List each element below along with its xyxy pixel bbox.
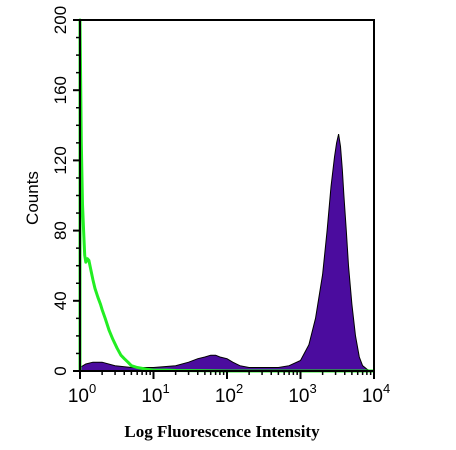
x-tick-label: 104 xyxy=(362,381,390,407)
y-tick-label: 0 xyxy=(51,366,70,375)
y-tick-label: 80 xyxy=(51,221,70,240)
x-tick-label: 102 xyxy=(215,381,243,407)
y-tick-label: 40 xyxy=(51,291,70,310)
x-axis-label: Log Fluorescence Intensity xyxy=(124,422,320,441)
y-tick-label: 200 xyxy=(51,6,70,34)
x-tick-label: 100 xyxy=(68,381,96,407)
y-tick-label: 120 xyxy=(51,146,70,174)
y-tick-label: 160 xyxy=(51,76,70,104)
y-axis-label: Counts xyxy=(23,171,42,225)
x-tick-label: 103 xyxy=(288,381,316,407)
x-tick-label: 101 xyxy=(141,381,169,407)
series-layer xyxy=(78,18,374,373)
axes-layer: 0 40 80 120 160 200 100 101 102 103 104 xyxy=(51,6,390,407)
series-1-filled-histogram xyxy=(79,133,374,372)
